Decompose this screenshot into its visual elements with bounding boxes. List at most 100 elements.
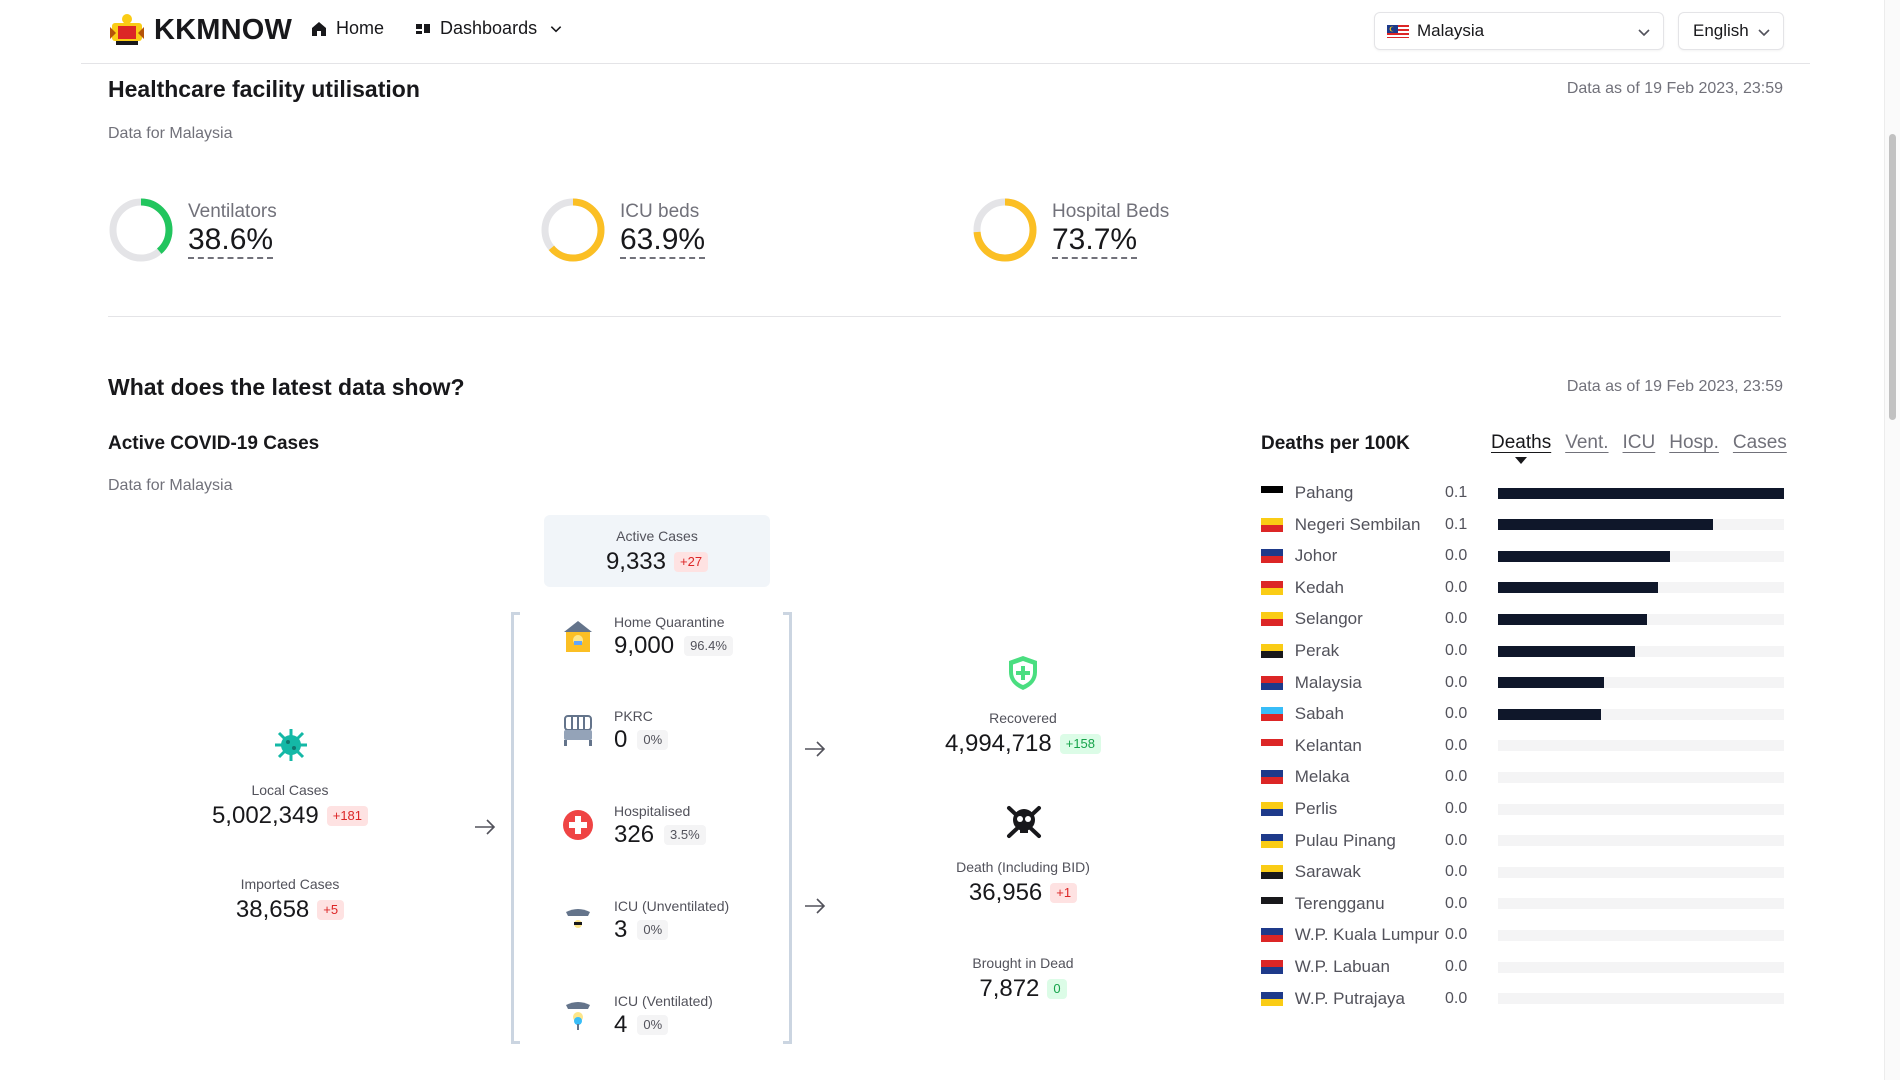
nav-dashboards[interactable]: Dashboards [414, 18, 563, 39]
state-value: 0.0 [1444, 736, 1468, 754]
state-value: 0.1 [1444, 484, 1468, 501]
recovered-delta: +158 [1059, 734, 1102, 754]
utilisation-title: Healthcare facility utilisation [108, 76, 420, 102]
imported-cases-value: 38,658 [235, 896, 310, 923]
state-name: W.P. Labuan [1294, 957, 1390, 976]
dashboard-icon [416, 23, 431, 34]
shield-plus-icon [1009, 656, 1037, 690]
state-row[interactable]: W.P. Labuan 0.0 [1261, 954, 1784, 980]
imported-cases: Imported Cases 38,658 +5 [190, 876, 390, 924]
icu-beds-ring [541, 198, 605, 262]
ward-pkrc: PKRC 0 0% [562, 708, 669, 754]
state-row[interactable]: Terengganu 0.0 [1261, 891, 1784, 917]
state-row[interactable]: Kelantan 0.0 [1261, 733, 1784, 759]
state-bar [1498, 519, 1713, 531]
tab-hosp[interactable]: Hosp. [1669, 432, 1719, 453]
state-row[interactable]: Sarawak 0.0 [1261, 859, 1784, 885]
tab-vent[interactable]: Vent. [1565, 432, 1609, 453]
state-value: 0.0 [1444, 958, 1468, 975]
state-row[interactable]: Kedah 0.0 [1261, 575, 1784, 601]
scrollbar-thumb[interactable] [1889, 134, 1896, 420]
state-value: 0.0 [1444, 610, 1468, 628]
crest-logo-icon [110, 14, 144, 45]
state-name: Selangor [1294, 609, 1363, 629]
state-value: 0.0 [1444, 578, 1468, 596]
state-row[interactable]: Perak 0.0 [1261, 638, 1784, 664]
state-name: Negeri Sembilan [1294, 514, 1421, 534]
state-row[interactable]: Negeri Sembilan 0.1 [1261, 512, 1784, 538]
state-bar-track [1498, 487, 1784, 499]
local-cases-delta: +181 [326, 806, 369, 826]
state-name: Perak [1294, 641, 1340, 660]
ward-icu-ventilated: ICU (Ventilated) 4 0% [562, 993, 713, 1039]
state-flag-icon [1261, 991, 1283, 1006]
state-row[interactable]: Malaysia 0.0 [1261, 670, 1784, 696]
pkrc-value: 0 [614, 726, 628, 753]
tab-icu[interactable]: ICU [1622, 432, 1656, 453]
death-delta: +1 [1050, 883, 1078, 903]
icu-beds-value[interactable]: 63.9% [620, 223, 706, 259]
tab-deaths[interactable]: Deaths [1491, 432, 1552, 464]
brand[interactable]: KKMNOW [108, 13, 292, 47]
state-row[interactable]: Sabah 0.0 [1261, 701, 1784, 727]
util-icu-beds: ICU beds 63.9% [540, 197, 706, 263]
imported-cases-delta: +5 [317, 900, 345, 920]
death-label: Death (Including BID) [956, 859, 1090, 875]
chevron-down-icon [1638, 29, 1650, 37]
state-name: W.P. Kuala Lumpur [1294, 925, 1440, 945]
state-bar-track [1498, 740, 1784, 752]
state-row[interactable]: Pulau Pinang 0.0 [1261, 828, 1784, 854]
state-bar-track [1498, 929, 1784, 941]
state-bar [1498, 708, 1602, 720]
malaysia-flag-icon [1387, 24, 1409, 38]
bed-icon [564, 715, 592, 746]
hospital-beds-label: Hospital Beds [1052, 201, 1170, 222]
tab-cases[interactable]: Cases [1732, 432, 1787, 453]
recovered: Recovered 4,994,718 +158 [923, 710, 1123, 758]
bracket-right [783, 612, 792, 1044]
state-bar-track [1498, 771, 1784, 783]
ventilators-ring [109, 198, 173, 262]
state-name: Kedah [1294, 577, 1344, 597]
ventilators-value[interactable]: 38.6% [188, 223, 274, 259]
scrollbar-track[interactable] [1884, 0, 1900, 1080]
state-row[interactable]: Johor 0.0 [1261, 543, 1784, 569]
state-value: 0.0 [1444, 863, 1468, 881]
state-value: 0.1 [1444, 515, 1468, 533]
hospital-beds-value[interactable]: 73.7% [1052, 223, 1138, 259]
state-row[interactable]: Pahang 0.1 [1261, 480, 1784, 506]
bracket-left [511, 612, 520, 1044]
country-select[interactable]: Malaysia [1374, 12, 1664, 50]
state-row[interactable]: W.P. Putrajaya 0.0 [1261, 986, 1784, 1012]
nav-home[interactable]: Home [310, 18, 384, 39]
active-cases-label: Active Cases [616, 528, 698, 544]
state-value: 0.0 [1444, 831, 1468, 849]
state-flag-icon [1261, 612, 1283, 627]
state-name: Pahang [1294, 483, 1354, 502]
state-flag-icon [1261, 802, 1283, 816]
nav-dashboards-label: Dashboards [440, 18, 538, 38]
state-row[interactable]: W.P. Kuala Lumpur 0.0 [1261, 922, 1784, 948]
active-cases-box: Active Cases 9,333 +27 [544, 515, 770, 587]
local-cases-label: Local Cases [251, 782, 329, 798]
state-bar [1498, 550, 1670, 562]
state-bar-track [1498, 803, 1784, 815]
state-row[interactable]: Melaka 0.0 [1261, 764, 1784, 790]
icu-ventilated-value: 4 [614, 1011, 628, 1038]
active-cases-title: Active COVID-19 Cases [108, 433, 320, 454]
state-flag-icon [1261, 580, 1283, 595]
hospitalised-pct: 3.5% [664, 825, 706, 845]
state-flag-icon [1261, 644, 1283, 658]
arrow-right-icon [475, 819, 496, 835]
home-quarantine-value: 9,000 [614, 632, 675, 659]
icu-unventilated-pct: 0% [637, 920, 669, 940]
state-row[interactable]: Perlis 0.0 [1261, 796, 1784, 822]
ward-icu-unventilated: ICU (Unventilated) 3 0% [562, 898, 729, 944]
chevron-down-icon [1758, 29, 1770, 37]
state-row[interactable]: Selangor 0.0 [1261, 606, 1784, 632]
arrow-right-icon [805, 741, 826, 757]
state-flag-icon [1261, 928, 1283, 943]
state-bar [1498, 645, 1636, 657]
language-select[interactable]: English [1678, 12, 1784, 50]
